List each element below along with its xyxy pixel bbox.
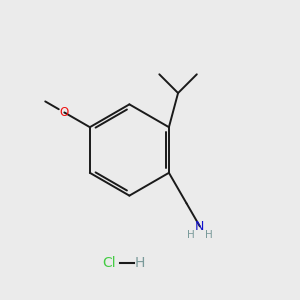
Text: H: H xyxy=(205,230,212,240)
Text: H: H xyxy=(134,256,145,270)
Text: Cl: Cl xyxy=(102,256,116,270)
Text: O: O xyxy=(60,106,69,119)
Text: H: H xyxy=(187,230,195,240)
Text: N: N xyxy=(195,220,205,233)
